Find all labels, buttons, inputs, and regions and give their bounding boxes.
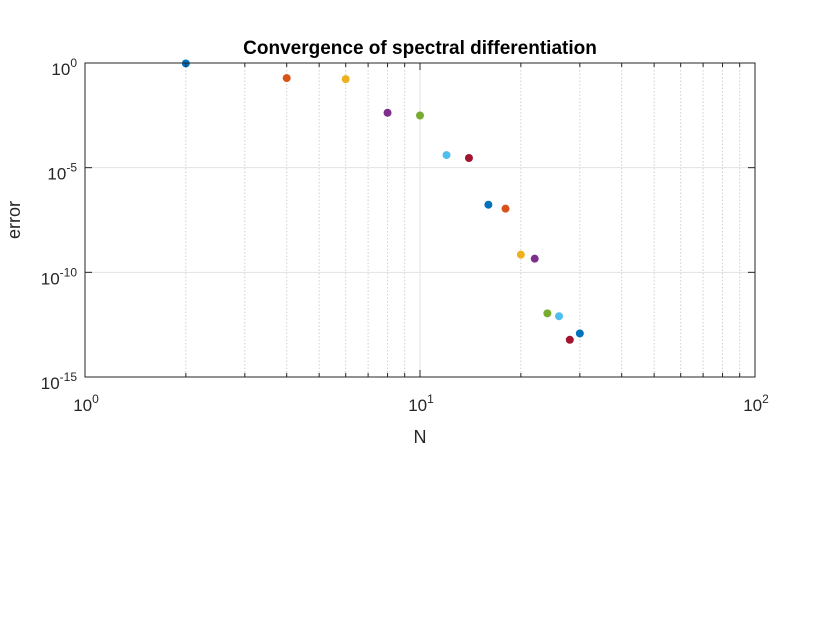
- data-point: [575, 329, 584, 338]
- y-tick-label: 10-5: [47, 161, 77, 184]
- y-tick-label-exponent: -10: [60, 265, 78, 279]
- x-tick-label-base: 10: [73, 396, 92, 415]
- data-point: [484, 200, 493, 209]
- x-tick-label: 100: [73, 392, 99, 415]
- y-axis-label: error: [4, 201, 24, 239]
- data-point: [282, 74, 291, 83]
- data-point: [341, 75, 350, 84]
- y-tick-label-base: 10: [41, 374, 60, 393]
- x-tick-label-exponent: 0: [92, 392, 99, 406]
- y-tick-label: 10-10: [41, 265, 78, 288]
- data-point: [543, 309, 552, 318]
- x-tick-label-exponent: 1: [427, 392, 434, 406]
- data-point: [442, 151, 451, 160]
- x-tick-label-base: 10: [408, 396, 427, 415]
- x-tick-label: 102: [743, 392, 769, 415]
- x-tick-label-exponent: 2: [762, 392, 769, 406]
- y-tick-label-base: 10: [41, 269, 60, 288]
- chart-title: Convergence of spectral differentiation: [243, 38, 597, 59]
- y-tick-label-base: 10: [47, 165, 66, 184]
- data-point: [501, 204, 510, 213]
- y-tick-label-exponent: -5: [66, 161, 77, 175]
- y-tick-label: 10-15: [41, 370, 78, 393]
- data-point: [565, 335, 574, 344]
- x-axis-label: N: [414, 427, 427, 447]
- data-point: [416, 111, 424, 120]
- y-tick-label-exponent: 0: [70, 56, 77, 70]
- axis-ticks: [84, 62, 756, 378]
- data-point: [555, 312, 564, 321]
- data-points: [181, 59, 584, 344]
- y-tick-label: 100: [51, 56, 77, 79]
- y-tick-label-exponent: -15: [60, 370, 78, 384]
- data-point: [530, 254, 539, 263]
- data-point: [383, 108, 392, 117]
- x-tick-label-base: 10: [743, 396, 762, 415]
- y-tick-label-base: 10: [51, 60, 70, 79]
- data-point: [464, 153, 473, 162]
- data-point: [516, 250, 525, 259]
- x-tick-label: 101: [408, 392, 434, 415]
